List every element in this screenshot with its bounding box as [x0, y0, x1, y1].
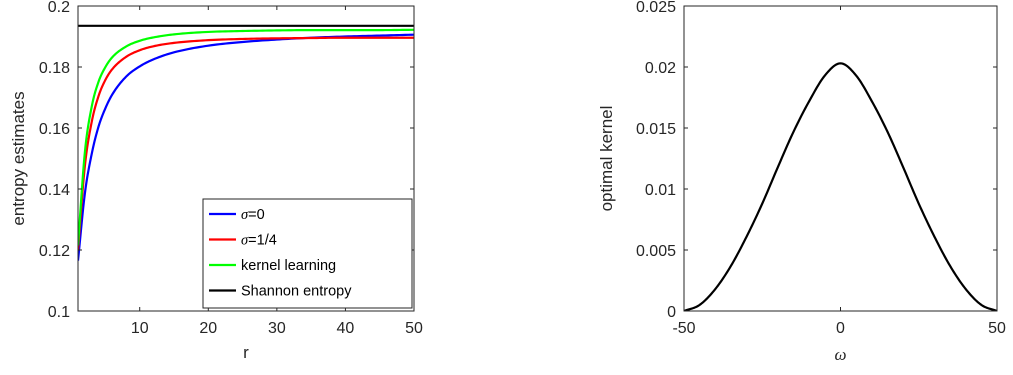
- y-tick-label: 0.18: [39, 60, 70, 77]
- series-line-kernel-learning-2: [78, 28, 414, 246]
- series-group: [684, 62, 997, 311]
- x-tick-label: 30: [268, 320, 286, 337]
- y-tick-label: 0.025: [636, 0, 676, 16]
- y-tick-label: 0.02: [645, 60, 676, 77]
- x-tick-label: -50: [672, 320, 695, 337]
- y-tick-label: 0.2: [48, 0, 70, 16]
- y-tick-label: 0.1: [48, 304, 70, 321]
- series-line-curve-0: [684, 62, 997, 311]
- x-tick-label: 20: [199, 320, 217, 337]
- y-tick-label: 0.01: [645, 182, 676, 199]
- plot-area: [684, 6, 997, 311]
- legend-label-symbol: σ: [241, 233, 249, 249]
- y-tick-label: 0: [667, 304, 676, 321]
- legend-label: σ=1/4: [241, 233, 277, 249]
- y-tick-label: 0.14: [39, 182, 70, 199]
- legend-box: [202, 198, 413, 309]
- y-tick-label: 0.015: [636, 121, 676, 138]
- axes-box: [77, 5, 415, 312]
- legend-label-text: kernel learning: [241, 258, 336, 274]
- series-line-1-4-1: [78, 36, 414, 251]
- legend-label-text: =0: [248, 207, 265, 223]
- y-tick-label: 0.16: [39, 121, 70, 138]
- x-tick-label: 50: [988, 320, 1006, 337]
- x-axis-label: r: [243, 343, 249, 362]
- y-axis-label: optimal kernel: [597, 106, 616, 212]
- x-tick-label: 0: [836, 320, 845, 337]
- legend-label: Shannon entropy: [241, 284, 352, 300]
- entropy-estimates-chart: 10 20 30 40 50 0.1 0.12 0.14 0.16 0.18 0.2 r entropy…: [9, 0, 423, 362]
- legend-label-symbol: σ: [241, 207, 249, 223]
- y-axis-label: entropy estimates: [9, 91, 28, 225]
- y-tick-label: 0.005: [636, 243, 676, 260]
- y-tick-label: 0.12: [39, 243, 70, 260]
- x-axis-label: ω: [834, 345, 846, 364]
- x-tick-label: 50: [405, 320, 423, 337]
- series-group: [78, 24, 414, 261]
- legend-label: σ=0: [241, 207, 265, 223]
- x-tick-label: 10: [131, 320, 149, 337]
- x-tick-label: 40: [337, 320, 355, 337]
- legend-label: kernel learning: [241, 258, 336, 274]
- legend-label-text: =1/4: [248, 233, 277, 249]
- legend-label-text: Shannon entropy: [241, 284, 352, 300]
